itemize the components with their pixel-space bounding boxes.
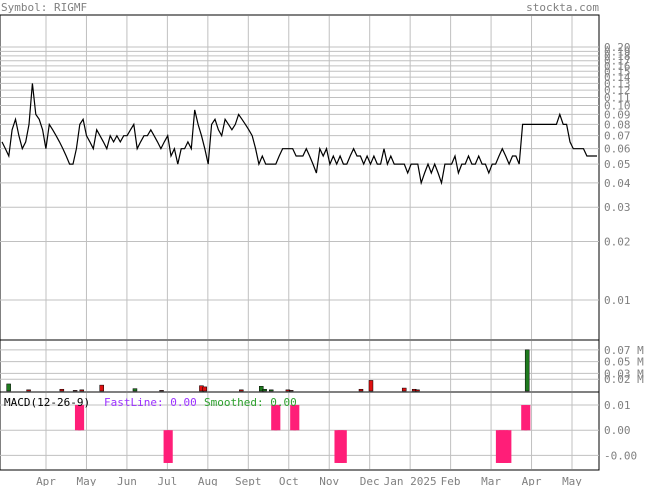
volume-bar bbox=[132, 388, 138, 392]
macd-bar bbox=[74, 405, 81, 431]
volume-bar bbox=[26, 389, 31, 392]
volume-bar bbox=[202, 386, 208, 392]
x-tick-label: Aug bbox=[198, 475, 218, 486]
macd-bar bbox=[166, 430, 173, 463]
x-tick-label: May bbox=[562, 475, 582, 486]
macd-bar bbox=[290, 405, 297, 431]
x-axis: Apr May Jun Jul Aug Sept Oct Nov Dec Jan 2025 Feb M… bbox=[36, 475, 582, 486]
y-tick-label: 0.02 bbox=[604, 235, 631, 248]
price-panel bbox=[0, 14, 600, 341]
y-tick-label: 0.10 bbox=[604, 100, 631, 113]
site-label[interactable]: stockta.com bbox=[526, 1, 599, 14]
x-tick-label: Jan 2025 bbox=[384, 475, 437, 486]
volume-bar bbox=[79, 389, 85, 392]
y-tick-label: 0.14 bbox=[604, 71, 631, 84]
y-tick-label: 0.20 bbox=[604, 41, 631, 54]
y-tick-label: 0.03 M bbox=[604, 367, 644, 380]
volume-bar bbox=[415, 389, 420, 392]
x-tick-label: Apr bbox=[522, 475, 542, 486]
y-tick-label: 0.04 bbox=[604, 177, 631, 190]
volume-bar bbox=[262, 388, 267, 392]
volume-y-axis: 0.07 M0.05 M0.03 M0.02 M bbox=[604, 344, 644, 386]
macd-bar bbox=[293, 405, 300, 431]
x-tick-label: Apr bbox=[36, 475, 56, 486]
macd-bar bbox=[505, 430, 512, 463]
x-tick-label: Jun bbox=[117, 475, 137, 486]
y-tick-label: 0.01 bbox=[604, 294, 631, 307]
y-tick-label: 0.01 bbox=[604, 399, 631, 412]
y-tick-label: 0.15 bbox=[604, 65, 631, 78]
macd-bar bbox=[78, 405, 85, 431]
volume-bar bbox=[259, 386, 264, 392]
macd-histogram bbox=[74, 405, 531, 463]
y-tick-label: 0.00 bbox=[604, 424, 631, 437]
y-tick-label: 0.13 bbox=[604, 77, 631, 90]
price-grid bbox=[0, 16, 599, 339]
volume-bar bbox=[358, 388, 364, 392]
volume-bar bbox=[524, 349, 530, 392]
volume-panel bbox=[0, 339, 600, 393]
y-tick-label: 0.19 bbox=[604, 45, 631, 58]
y-tick-label: 0.09 bbox=[604, 108, 631, 121]
macd-bar bbox=[502, 430, 509, 463]
y-tick-label: 0.03 bbox=[604, 201, 631, 214]
y-tick-label: 0.05 M bbox=[604, 356, 644, 369]
x-tick-label: Nov bbox=[319, 475, 339, 486]
y-tick-label: 0.18 bbox=[604, 50, 631, 63]
macd-bar bbox=[271, 405, 278, 431]
macd-bar bbox=[495, 430, 502, 463]
volume-bar bbox=[6, 383, 11, 392]
volume-bar bbox=[288, 390, 294, 392]
x-tick-label: Sept bbox=[235, 475, 262, 486]
volume-bar bbox=[159, 390, 164, 392]
x-tick-label: Dec bbox=[360, 475, 380, 486]
macd-bar bbox=[524, 405, 531, 431]
y-tick-label: 0.17 bbox=[604, 55, 631, 68]
x-tick-label: Mar bbox=[481, 475, 501, 486]
volume-bar bbox=[268, 389, 274, 392]
macd-bar bbox=[337, 430, 344, 463]
macd-smoothed-label: Smoothed: 0.00 bbox=[204, 396, 297, 409]
x-tick-label: Feb bbox=[441, 475, 461, 486]
volume-bar bbox=[99, 384, 104, 392]
volume-bars bbox=[6, 349, 530, 392]
macd-bar bbox=[274, 405, 281, 431]
y-tick-label: 0.06 bbox=[604, 143, 631, 156]
macd-title: MACD(12-26-9) bbox=[4, 396, 90, 409]
price-line bbox=[1, 83, 597, 186]
price-y-axis: 0.200.190.180.170.160.150.140.130.120.11… bbox=[604, 41, 631, 307]
symbol-label: Symbol: RIGMF bbox=[1, 1, 87, 14]
macd-bar bbox=[340, 430, 347, 463]
price-series bbox=[1, 83, 597, 186]
y-tick-label: -0.00 bbox=[604, 449, 637, 462]
x-tick-label: Oct bbox=[279, 475, 299, 486]
x-tick-label: May bbox=[77, 475, 97, 486]
volume-bar bbox=[401, 387, 407, 392]
macd-fastline-label: FastLine: 0.00 bbox=[104, 396, 197, 409]
volume-grid bbox=[0, 341, 599, 391]
y-tick-label: 0.07 M bbox=[604, 344, 644, 357]
y-tick-label: 0.12 bbox=[604, 84, 631, 97]
volume-bar bbox=[239, 389, 244, 392]
macd-bar bbox=[521, 405, 528, 431]
volume-bar bbox=[59, 388, 65, 392]
macd-y-axis: 0.01 0.00 -0.00 bbox=[604, 399, 637, 462]
y-tick-label: 0.08 bbox=[604, 118, 631, 131]
y-tick-label: 0.07 bbox=[604, 130, 631, 143]
macd-bar bbox=[163, 430, 170, 463]
macd-bar bbox=[334, 430, 341, 463]
y-tick-label: 0.02 M bbox=[604, 373, 644, 386]
volume-bar bbox=[368, 380, 374, 392]
y-tick-label: 0.16 bbox=[604, 60, 631, 73]
y-tick-label: 0.05 bbox=[604, 158, 631, 171]
macd-bar bbox=[499, 430, 506, 463]
x-tick-label: Jul bbox=[157, 475, 177, 486]
y-tick-label: 0.11 bbox=[604, 91, 631, 104]
volume-bar bbox=[72, 390, 78, 392]
